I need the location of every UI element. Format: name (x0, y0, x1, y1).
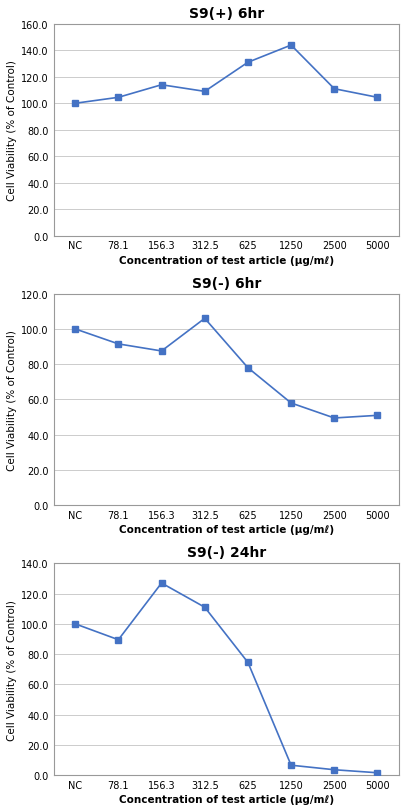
X-axis label: Concentration of test article (μg/mℓ): Concentration of test article (μg/mℓ) (119, 794, 333, 804)
Y-axis label: Cell Viability (% of Control): Cell Viability (% of Control) (7, 329, 17, 470)
Title: S9(-) 6hr: S9(-) 6hr (191, 277, 260, 290)
X-axis label: Concentration of test article (μg/mℓ): Concentration of test article (μg/mℓ) (119, 525, 333, 534)
X-axis label: Concentration of test article (μg/mℓ): Concentration of test article (μg/mℓ) (119, 255, 333, 265)
Title: S9(+) 6hr: S9(+) 6hr (188, 7, 263, 21)
Y-axis label: Cell Viability (% of Control): Cell Viability (% of Control) (7, 60, 17, 201)
Y-axis label: Cell Viability (% of Control): Cell Viability (% of Control) (7, 599, 17, 740)
Title: S9(-) 24hr: S9(-) 24hr (186, 546, 265, 560)
